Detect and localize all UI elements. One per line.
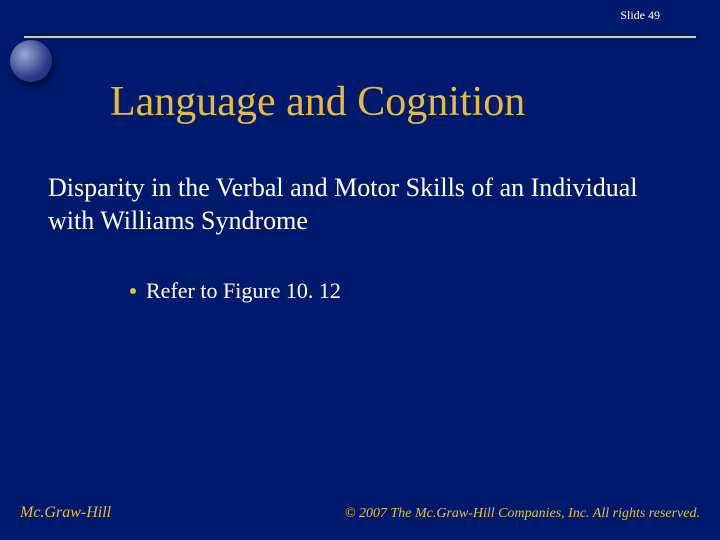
- bullet-dot-icon: [130, 288, 136, 294]
- slide-title: Language and Cognition: [110, 78, 525, 126]
- slide-subtitle: Disparity in the Verbal and Motor Skills…: [48, 172, 680, 237]
- decorative-sphere-icon: [10, 40, 52, 82]
- footer-copyright: © 2007 The Mc.Graw-Hill Companies, Inc. …: [345, 506, 700, 522]
- slide-number: Slide 49: [620, 8, 660, 23]
- bullet-text: Refer to Figure 10. 12: [146, 278, 341, 304]
- footer-publisher: Mc.Graw-Hill: [20, 504, 111, 522]
- horizontal-rule: [24, 36, 696, 38]
- bullet-item: Refer to Figure 10. 12: [130, 278, 341, 304]
